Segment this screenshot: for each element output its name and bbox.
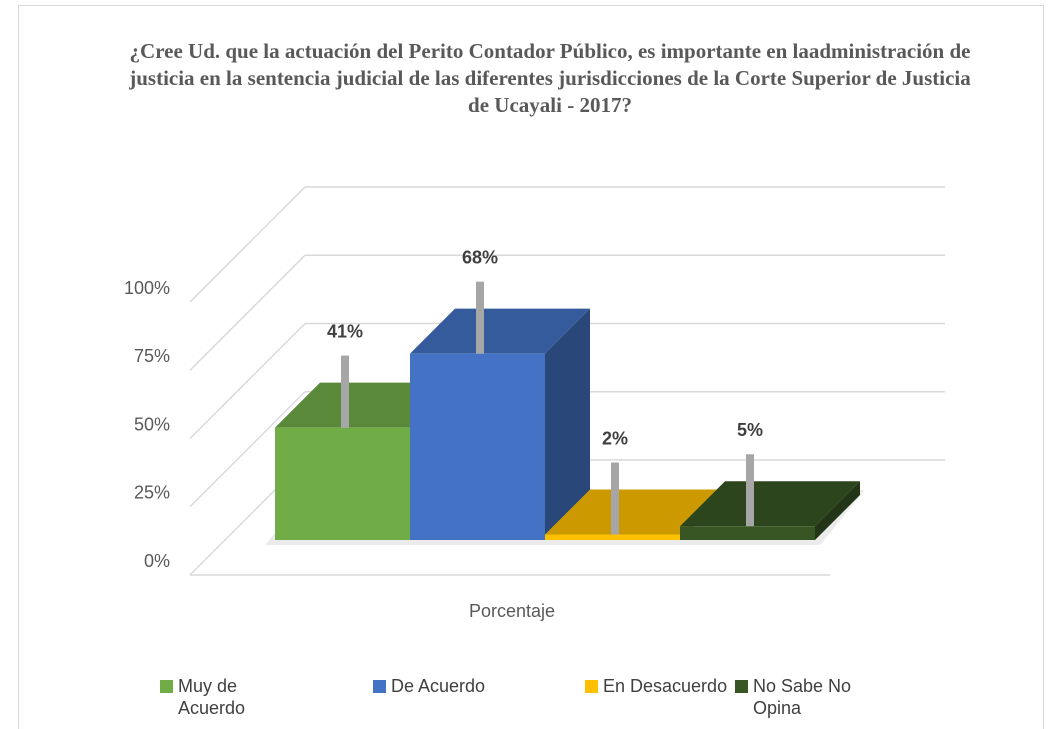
bar [275, 427, 410, 540]
x-tick-label: Porcentaje [469, 601, 555, 621]
y-tick-label: 25% [134, 483, 170, 503]
bar-top [410, 308, 590, 354]
bar [680, 526, 815, 540]
data-label: 41% [327, 321, 363, 341]
legend-item: Muy de Acuerdo [160, 675, 280, 719]
chart-title: ¿Cree Ud. que la actuación del Perito Co… [129, 39, 971, 117]
grid-line [189, 391, 306, 508]
bar-top [680, 481, 860, 527]
data-label: 2% [602, 428, 628, 448]
y-tick-label: 100% [124, 278, 170, 298]
grid-line [189, 186, 306, 303]
y-tick-label: 50% [134, 414, 170, 434]
legend-label: No Sabe No Opina [753, 676, 852, 718]
legend-label: En Desacuerdo [603, 676, 728, 696]
legend-swatch [373, 680, 386, 693]
legend-item: En Desacuerdo [585, 675, 745, 697]
bar-side [545, 308, 590, 540]
bar-side [815, 481, 860, 540]
bar [410, 353, 545, 540]
legend-swatch [160, 680, 173, 693]
legend-swatch [735, 680, 748, 693]
legend-swatch [585, 680, 598, 693]
grid-line [189, 322, 306, 440]
legend-label: Muy de Acuerdo [178, 676, 246, 718]
grid-line [189, 254, 306, 371]
legend-item: De Acuerdo [373, 675, 533, 697]
bar-top [545, 489, 725, 535]
data-label: 68% [462, 247, 498, 267]
chart-frame [18, 5, 1044, 729]
y-tick-label: 75% [134, 346, 170, 366]
bar [545, 534, 680, 540]
legend-item: No Sabe No Opina [735, 675, 855, 719]
data-label: 5% [737, 420, 763, 440]
y-tick-label: 0% [144, 551, 170, 571]
legend-label: De Acuerdo [391, 676, 486, 696]
